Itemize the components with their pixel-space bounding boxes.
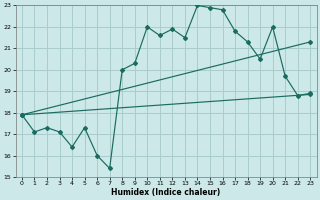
X-axis label: Humidex (Indice chaleur): Humidex (Indice chaleur) [111, 188, 221, 197]
